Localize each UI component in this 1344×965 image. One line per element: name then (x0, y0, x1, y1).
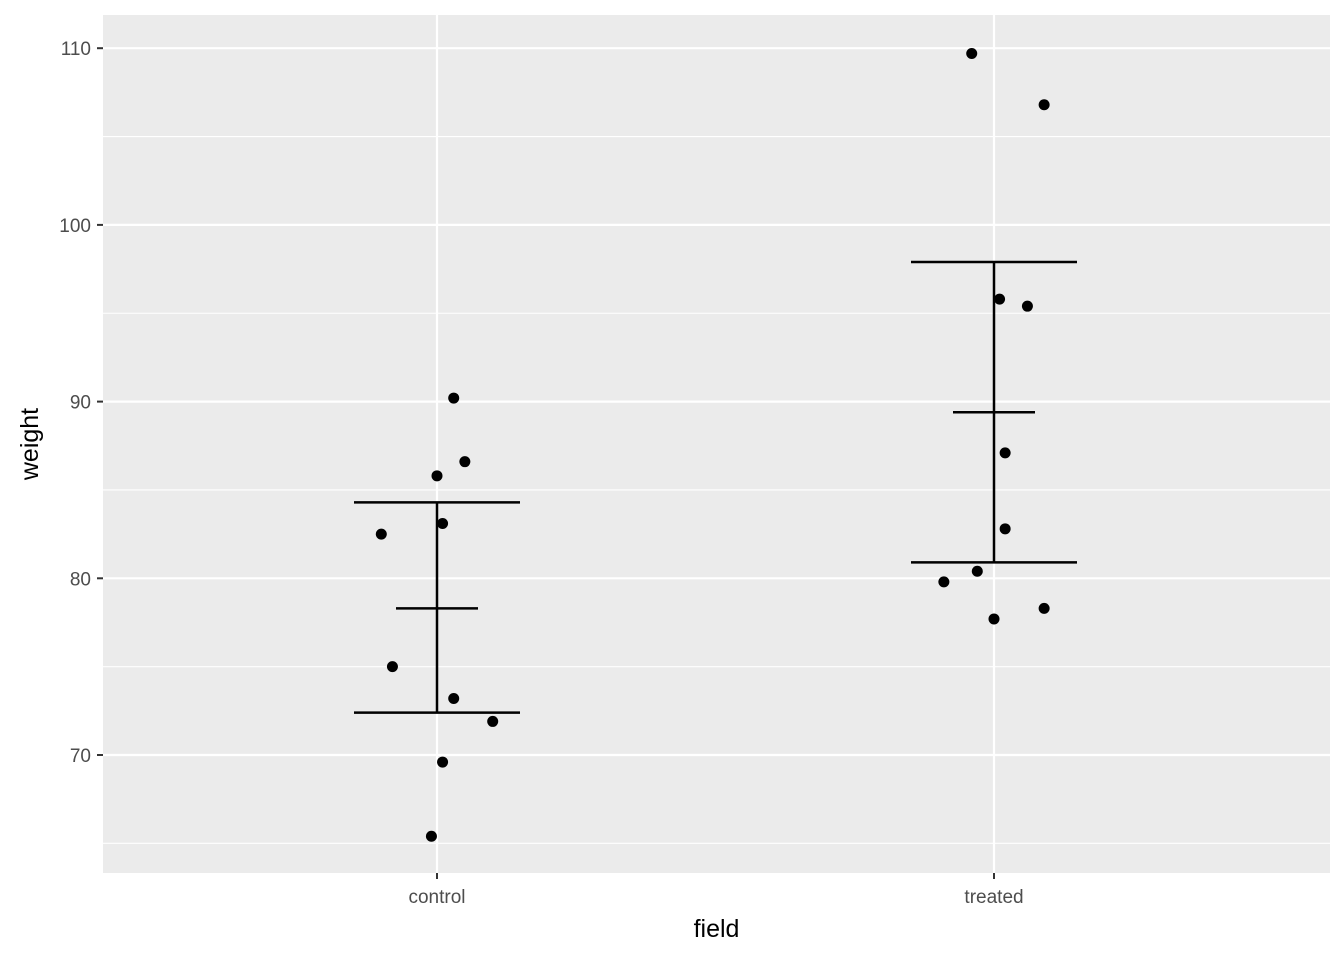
data-point (431, 470, 443, 482)
data-point (999, 523, 1011, 535)
data-point (1021, 300, 1033, 312)
y-tick-label: 110 (61, 39, 91, 60)
y-axis-title: weight (16, 408, 44, 481)
data-point (375, 528, 387, 540)
errorbar-control (354, 501, 520, 714)
data-point (994, 293, 1006, 305)
data-point (437, 756, 449, 768)
y-axis: 70 80 90 100 110 (59, 39, 103, 767)
data-point (386, 661, 398, 673)
x-tick-label-control: control (408, 887, 465, 908)
data-points (375, 48, 1050, 842)
data-point (459, 456, 471, 468)
plot-panel (103, 15, 1330, 873)
data-point (448, 692, 460, 704)
x-tick-label-treated: treated (964, 887, 1023, 908)
minor-gridlines (103, 136, 1330, 844)
data-point (487, 715, 499, 727)
data-point (425, 830, 437, 842)
data-point (988, 613, 1000, 625)
y-tick-label: 90 (70, 393, 91, 414)
data-point (1038, 99, 1050, 111)
data-point (938, 576, 950, 588)
x-axis-title: field (694, 915, 740, 943)
data-point (1038, 602, 1050, 614)
major-gridlines (103, 15, 1330, 873)
y-tick-label: 70 (70, 746, 91, 767)
errorbar-treated (911, 260, 1077, 564)
y-tick-label: 100 (59, 216, 91, 237)
data-point (999, 447, 1011, 459)
data-point (437, 518, 449, 530)
data-point (966, 48, 978, 60)
y-tick-label: 80 (70, 569, 91, 590)
error-bars (354, 260, 1077, 714)
data-point (971, 565, 983, 577)
data-point (448, 392, 460, 404)
x-axis: control treated (408, 873, 1024, 908)
